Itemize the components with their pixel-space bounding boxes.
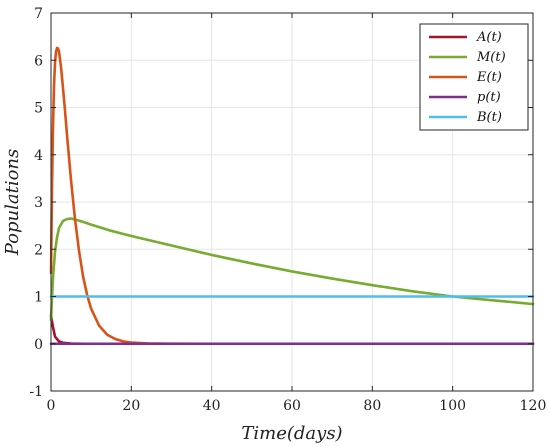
- y-tick-label: 6: [34, 53, 43, 69]
- y-axis-label: Populations: [2, 149, 23, 256]
- y-tick-label: 2: [34, 242, 43, 258]
- y-tick-label: 1: [34, 290, 43, 306]
- x-tick-label: 100: [439, 398, 466, 414]
- y-tick-label: 7: [34, 6, 43, 22]
- x-tick-label: 0: [47, 398, 56, 414]
- x-tick-label: 120: [520, 398, 547, 414]
- legend-item: B(t): [429, 110, 502, 125]
- y-tick-label: 4: [34, 148, 43, 164]
- y-tick-label: 5: [34, 101, 43, 117]
- legend: A(t) M(t) E(t) p(t) B(t): [419, 23, 529, 131]
- series-lines: [49, 46, 535, 346]
- legend-item: E(t): [429, 70, 502, 85]
- legend-label: B(t): [476, 110, 502, 125]
- x-tick-label: 20: [122, 398, 140, 414]
- legend-label: p(t): [477, 90, 501, 105]
- legend-item: p(t): [429, 90, 501, 105]
- legend-item: A(t): [429, 30, 502, 45]
- series-line-1: [49, 217, 535, 322]
- y-tick-label: -1: [29, 384, 43, 400]
- x-tick-label: 60: [283, 398, 301, 414]
- y-tick-label: 0: [34, 337, 43, 353]
- legend-item: M(t): [429, 50, 506, 65]
- legend-label: E(t): [476, 70, 502, 85]
- legend-label: A(t): [476, 30, 502, 45]
- x-axis-label: Time(days): [241, 423, 342, 444]
- x-tick-label: 80: [363, 398, 381, 414]
- legend-label: M(t): [476, 50, 506, 65]
- x-tick-label: 40: [203, 398, 221, 414]
- y-tick-label: 3: [34, 195, 43, 211]
